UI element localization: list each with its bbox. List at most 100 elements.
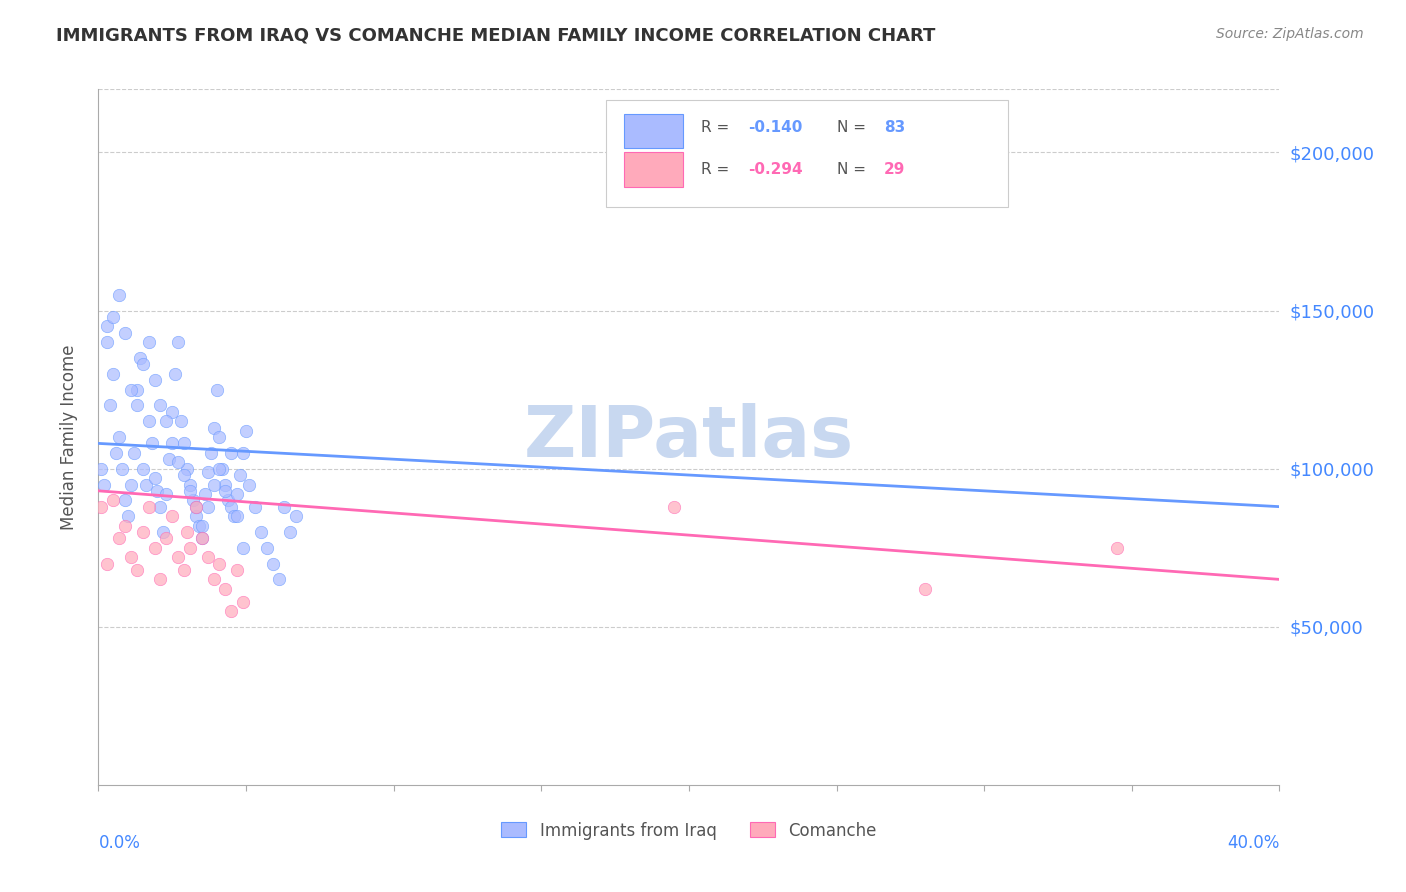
Point [155, 414, 177, 428]
Point [138, 335, 160, 350]
Point [238, 477, 260, 491]
Text: Source: ZipAtlas.com: Source: ZipAtlas.com [1216, 27, 1364, 41]
Point [141, 436, 163, 450]
Text: IMMIGRANTS FROM IRAQ VS COMANCHE MEDIAN FAMILY INCOME CORRELATION CHART: IMMIGRANTS FROM IRAQ VS COMANCHE MEDIAN … [56, 27, 935, 45]
Point [219, 500, 242, 514]
Point [232, 541, 254, 555]
Point [114, 493, 136, 508]
Point [149, 399, 172, 413]
Point [208, 461, 231, 475]
Point [267, 573, 290, 587]
Point [90, 500, 112, 514]
Point [96, 335, 118, 350]
Point [179, 483, 201, 498]
Point [191, 518, 214, 533]
Point [157, 452, 180, 467]
Point [250, 524, 273, 539]
Point [214, 582, 236, 596]
Point [120, 550, 142, 565]
Point [200, 446, 222, 460]
Point [226, 487, 249, 501]
Point [176, 461, 198, 475]
Text: 0.0%: 0.0% [98, 834, 141, 852]
Point [224, 509, 246, 524]
Point [219, 446, 242, 460]
Point [93, 477, 115, 491]
Point [135, 477, 157, 491]
Point [132, 524, 155, 539]
Text: N =: N = [837, 120, 870, 135]
Y-axis label: Median Family Income: Median Family Income [59, 344, 77, 530]
Point [181, 493, 204, 508]
Point [114, 518, 136, 533]
Point [149, 500, 172, 514]
Text: 83: 83 [884, 120, 905, 135]
Point [184, 500, 207, 514]
Text: R =: R = [700, 161, 734, 177]
Text: N =: N = [837, 161, 870, 177]
Point [120, 477, 142, 491]
Point [278, 524, 302, 539]
Point [187, 518, 209, 533]
Point [202, 573, 225, 587]
Point [120, 383, 142, 397]
Point [132, 461, 155, 475]
Point [176, 524, 198, 539]
Point [256, 541, 278, 555]
Point [125, 383, 148, 397]
Point [197, 550, 219, 565]
Point [219, 604, 242, 618]
Point [208, 557, 231, 571]
FancyBboxPatch shape [624, 113, 683, 148]
Point [132, 357, 155, 371]
Point [226, 563, 249, 577]
FancyBboxPatch shape [624, 152, 683, 186]
Point [179, 477, 201, 491]
Point [108, 430, 131, 444]
Point [138, 414, 160, 428]
Point [155, 531, 177, 545]
Point [184, 500, 207, 514]
Point [162, 509, 183, 524]
Point [125, 399, 148, 413]
Point [229, 468, 252, 483]
Point [194, 487, 217, 501]
Point [122, 446, 145, 460]
Point [205, 383, 228, 397]
Legend: Immigrants from Iraq, Comanche: Immigrants from Iraq, Comanche [495, 815, 883, 847]
Text: R =: R = [700, 120, 734, 135]
Point [202, 420, 225, 434]
Point [149, 573, 172, 587]
Point [143, 373, 166, 387]
Point [208, 430, 231, 444]
Text: -0.294: -0.294 [748, 161, 803, 177]
Point [111, 461, 134, 475]
Point [235, 424, 257, 438]
Point [179, 541, 201, 555]
Point [155, 487, 177, 501]
Point [1105, 541, 1128, 555]
Text: -0.140: -0.140 [748, 120, 803, 135]
Point [143, 471, 166, 485]
Point [191, 531, 214, 545]
Point [125, 563, 148, 577]
Point [117, 509, 139, 524]
Text: ZIPatlas: ZIPatlas [524, 402, 853, 472]
Point [138, 500, 160, 514]
Point [197, 500, 219, 514]
Point [90, 461, 112, 475]
Point [103, 493, 125, 508]
Point [165, 367, 187, 381]
Point [214, 483, 236, 498]
Point [232, 446, 254, 460]
Point [173, 563, 195, 577]
Point [128, 351, 150, 365]
Point [262, 557, 284, 571]
Point [184, 509, 207, 524]
Point [273, 500, 295, 514]
Point [162, 436, 183, 450]
FancyBboxPatch shape [606, 100, 1008, 208]
Point [167, 455, 190, 469]
Point [202, 477, 225, 491]
Point [105, 446, 128, 460]
